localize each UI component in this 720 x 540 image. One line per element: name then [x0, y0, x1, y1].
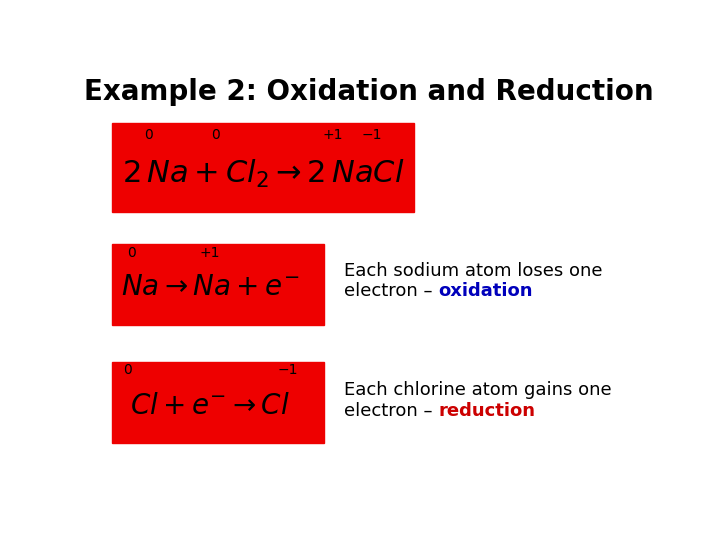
Text: −1: −1 — [278, 363, 298, 377]
Text: $2\,Na + Cl_2 \rightarrow 2\,NaCl$: $2\,Na + Cl_2 \rightarrow 2\,NaCl$ — [122, 158, 404, 190]
Text: 0: 0 — [124, 363, 132, 377]
Text: $Na \rightarrow Na + e^{-}$: $Na \rightarrow Na + e^{-}$ — [121, 273, 299, 301]
Text: −1: −1 — [361, 127, 382, 141]
Text: reduction: reduction — [438, 402, 535, 420]
Text: oxidation: oxidation — [438, 282, 533, 300]
Text: Example 2: Oxidation and Reduction: Example 2: Oxidation and Reduction — [84, 78, 654, 106]
Text: Each chlorine atom gains one: Each chlorine atom gains one — [344, 381, 611, 399]
FancyBboxPatch shape — [112, 362, 324, 443]
FancyBboxPatch shape — [112, 244, 324, 325]
Text: electron –: electron – — [344, 402, 438, 420]
Text: +1: +1 — [199, 246, 220, 260]
Text: +1: +1 — [323, 127, 343, 141]
Text: electron –: electron – — [344, 282, 438, 300]
Text: 0: 0 — [144, 127, 153, 141]
Text: Each sodium atom loses one: Each sodium atom loses one — [344, 261, 603, 280]
Text: 0: 0 — [211, 127, 220, 141]
FancyBboxPatch shape — [112, 123, 414, 212]
Text: 0: 0 — [127, 246, 136, 260]
Text: $Cl + e^{-} \rightarrow Cl$: $Cl + e^{-} \rightarrow Cl$ — [130, 392, 289, 420]
